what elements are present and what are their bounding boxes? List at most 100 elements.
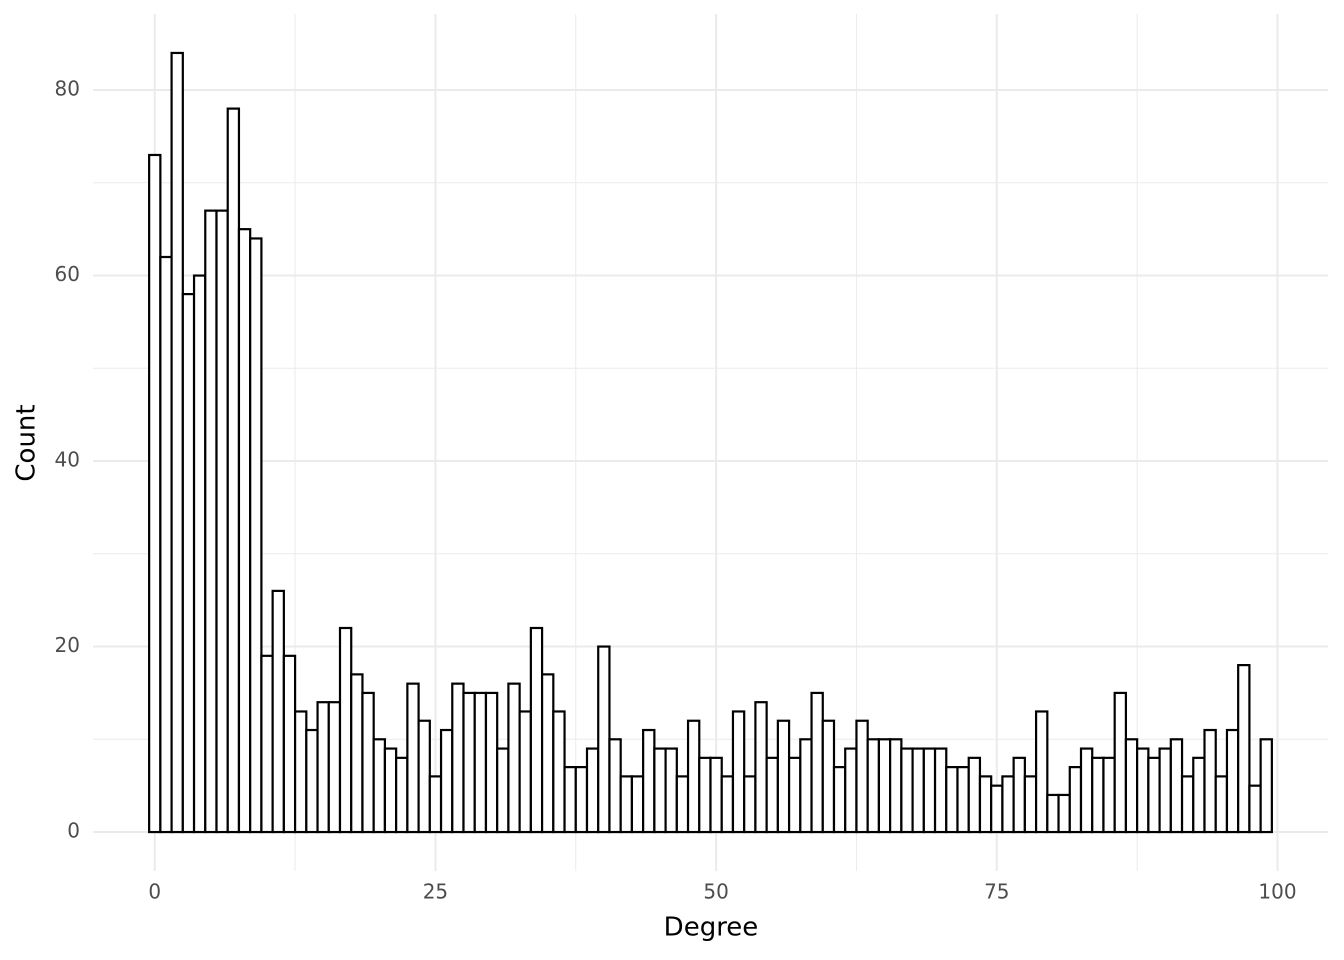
y-tick-label: 60 <box>55 262 80 286</box>
bar <box>990 784 1004 834</box>
bar <box>978 775 993 834</box>
bar <box>889 738 903 834</box>
bar <box>686 719 701 834</box>
bar <box>260 654 274 834</box>
bar <box>1180 775 1195 834</box>
bar <box>933 747 948 834</box>
bar <box>1068 766 1083 834</box>
bar <box>1079 747 1094 834</box>
bar <box>496 747 510 834</box>
bar <box>350 673 364 834</box>
bar <box>900 747 914 834</box>
bar <box>462 691 476 834</box>
bar <box>1001 775 1015 834</box>
bar <box>1124 738 1139 834</box>
bar <box>1169 738 1184 834</box>
bar <box>1158 747 1172 834</box>
bar <box>215 209 229 834</box>
bar <box>844 747 858 834</box>
bar <box>630 775 645 834</box>
bar <box>619 775 634 834</box>
bar <box>1136 747 1150 834</box>
bar <box>439 728 454 834</box>
bar <box>552 710 566 834</box>
bar <box>237 228 252 834</box>
bar <box>372 738 387 834</box>
bar <box>855 719 869 834</box>
bar <box>911 747 925 834</box>
bar <box>754 701 768 834</box>
y-tick-label: 20 <box>55 633 80 657</box>
y-tick-label: 80 <box>55 77 80 101</box>
bar <box>473 691 488 834</box>
bar <box>877 738 892 834</box>
y-tick-label: 40 <box>55 448 80 472</box>
y-axis-title: Count <box>12 404 42 481</box>
bar <box>608 738 622 834</box>
bar <box>653 747 667 834</box>
bar <box>1147 756 1161 834</box>
bar <box>574 766 589 834</box>
bar <box>731 710 746 834</box>
bar <box>417 719 431 834</box>
bar <box>945 766 959 834</box>
bar <box>451 682 465 834</box>
bar <box>249 237 263 834</box>
bar <box>148 153 162 834</box>
x-axis-title: Degree <box>664 913 759 943</box>
bar <box>866 738 881 834</box>
x-tick-label: 25 <box>423 880 448 904</box>
bar <box>1225 728 1240 834</box>
bar <box>810 691 824 834</box>
bar <box>1214 775 1229 834</box>
bar <box>282 654 297 834</box>
bar <box>563 766 577 834</box>
bar <box>529 626 544 834</box>
bar <box>181 293 196 834</box>
bar <box>922 747 937 834</box>
bar <box>1012 756 1026 834</box>
bar <box>832 766 847 834</box>
x-tick-label: 100 <box>1258 880 1296 904</box>
bar <box>956 766 970 834</box>
bar <box>383 747 398 834</box>
bar <box>1091 756 1105 834</box>
y-tick-label: 0 <box>67 819 80 843</box>
bar <box>271 589 285 834</box>
bar <box>743 775 757 834</box>
bar <box>799 738 813 834</box>
bar <box>406 682 420 834</box>
bar <box>1023 775 1038 834</box>
bar <box>226 107 241 834</box>
bar <box>698 756 712 834</box>
bar <box>159 255 173 834</box>
bar <box>1113 691 1128 834</box>
bar <box>293 710 308 834</box>
bar <box>540 673 555 834</box>
bar <box>395 756 409 834</box>
bar <box>484 691 499 834</box>
bar <box>204 209 218 834</box>
bar <box>507 682 521 834</box>
bar <box>1057 793 1071 834</box>
bar <box>316 701 330 834</box>
bar <box>664 747 678 834</box>
bar <box>192 274 207 834</box>
bar <box>787 756 802 834</box>
bar <box>709 756 723 834</box>
x-tick-label: 50 <box>703 880 728 904</box>
bar <box>675 775 690 834</box>
bar <box>1203 728 1217 834</box>
bar <box>1248 784 1262 834</box>
bar <box>305 728 319 834</box>
bar <box>585 747 600 834</box>
x-tick-label: 0 <box>148 880 161 904</box>
bar <box>597 645 611 834</box>
bar <box>518 710 532 834</box>
bar <box>1259 738 1273 834</box>
bar <box>1192 756 1206 834</box>
bar <box>821 719 836 834</box>
bar <box>1102 756 1116 834</box>
x-tick-label: 75 <box>984 880 1009 904</box>
